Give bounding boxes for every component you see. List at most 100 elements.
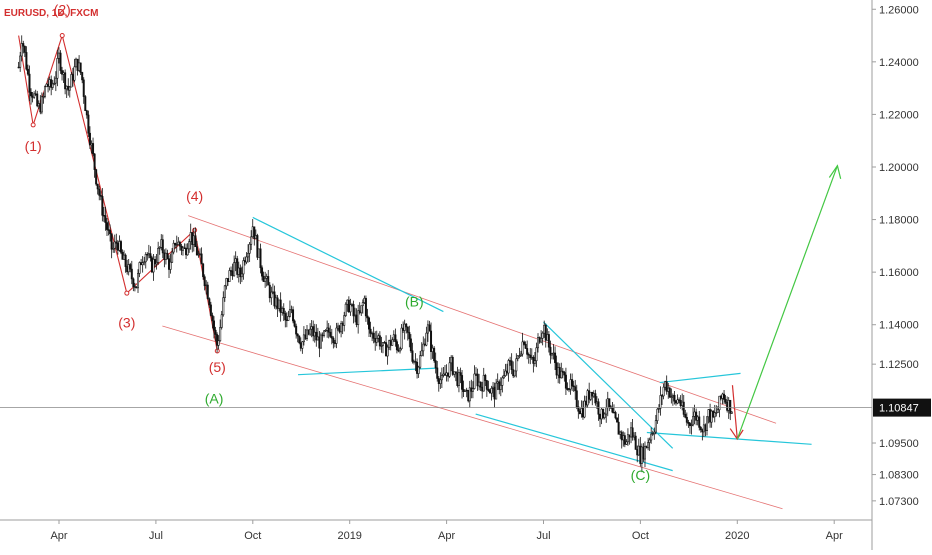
- candle-body: [400, 327, 403, 350]
- candle: [319, 332, 322, 349]
- candle-body: [623, 435, 626, 445]
- channel-upper-line: [188, 215, 777, 424]
- candle: [282, 303, 285, 321]
- candle: [554, 346, 557, 370]
- candle-body: [634, 435, 637, 450]
- candle-body: [354, 314, 357, 317]
- candle-body: [673, 394, 676, 402]
- candle-body: [523, 341, 526, 345]
- candle-body: [490, 388, 493, 394]
- candle: [454, 371, 457, 382]
- candle-body: [451, 356, 454, 375]
- candle-body: [175, 244, 178, 246]
- candle-body: [337, 325, 340, 329]
- candle: [433, 346, 436, 363]
- candle-body: [296, 333, 299, 337]
- candle: [698, 410, 701, 431]
- candle-body: [423, 343, 426, 346]
- candle: [484, 373, 487, 387]
- candle: [216, 332, 219, 353]
- candle-body: [727, 399, 730, 411]
- candle: [154, 256, 157, 267]
- candle-body: [53, 82, 56, 85]
- flag-lower-line: [646, 431, 812, 445]
- candle-body: [667, 387, 670, 392]
- candle: [61, 66, 64, 81]
- candle: [631, 418, 634, 441]
- candle: [22, 40, 25, 54]
- candle-body: [335, 327, 338, 344]
- candle: [495, 378, 498, 400]
- candle-body: [327, 327, 330, 333]
- y-tick-label: 1.09500: [879, 438, 919, 450]
- candle: [81, 71, 84, 84]
- candle-body: [278, 299, 281, 309]
- candle: [250, 230, 253, 251]
- candle: [380, 336, 383, 353]
- wave-label: (2): [54, 2, 71, 18]
- candle: [668, 386, 671, 399]
- candle: [137, 269, 140, 293]
- candle-body: [631, 427, 634, 438]
- candle-body: [22, 43, 25, 47]
- candle-body: [696, 416, 699, 421]
- candle: [43, 85, 46, 99]
- candle-body: [47, 83, 50, 87]
- candle-body: [702, 424, 705, 433]
- candle-body: [239, 267, 242, 278]
- candle: [129, 262, 132, 273]
- candle-body: [552, 352, 555, 355]
- candle: [307, 329, 310, 336]
- candle: [364, 295, 367, 322]
- candle-body: [411, 350, 414, 362]
- candle-body: [146, 253, 149, 256]
- candle-body: [560, 370, 563, 379]
- candle-body: [374, 338, 377, 343]
- candle-body: [468, 387, 471, 402]
- candle-body: [226, 278, 229, 282]
- candle: [459, 367, 462, 384]
- candle: [245, 252, 248, 265]
- candle: [692, 407, 695, 427]
- candle-body: [205, 284, 208, 287]
- candle-body: [281, 308, 284, 313]
- candle-body: [661, 395, 664, 397]
- candle-body: [73, 66, 76, 81]
- candle-body: [512, 369, 515, 377]
- candle: [150, 255, 153, 274]
- candle: [259, 243, 262, 274]
- candle-body: [98, 188, 101, 196]
- candle: [327, 323, 330, 339]
- candle: [324, 329, 327, 333]
- candle: [217, 335, 220, 350]
- candle: [448, 356, 451, 379]
- candle: [510, 353, 513, 375]
- candle-body: [166, 252, 169, 259]
- candle: [467, 389, 470, 403]
- candle-body: [605, 407, 608, 415]
- candle-body: [197, 253, 200, 256]
- candle-body: [163, 252, 166, 260]
- candle: [391, 337, 394, 346]
- candle-body: [561, 370, 564, 373]
- candle-body: [101, 196, 104, 216]
- candle-body: [147, 253, 150, 256]
- candle-body: [293, 320, 296, 327]
- x-tick-label: Apr: [826, 530, 843, 542]
- candle-body: [385, 342, 388, 357]
- candle-body: [90, 143, 93, 146]
- candle-body: [462, 389, 465, 392]
- candle-body: [595, 401, 598, 404]
- candle-body: [181, 247, 184, 251]
- candle-body: [608, 398, 611, 407]
- candle-body: [118, 241, 121, 251]
- candle-body: [81, 72, 84, 81]
- candle-body: [704, 424, 707, 431]
- last-price-badge: [873, 398, 931, 417]
- candle-body: [626, 434, 629, 443]
- candle: [659, 386, 662, 416]
- candle: [550, 352, 553, 360]
- candle-body: [636, 449, 639, 456]
- candle: [515, 353, 518, 378]
- candle-body: [276, 297, 279, 309]
